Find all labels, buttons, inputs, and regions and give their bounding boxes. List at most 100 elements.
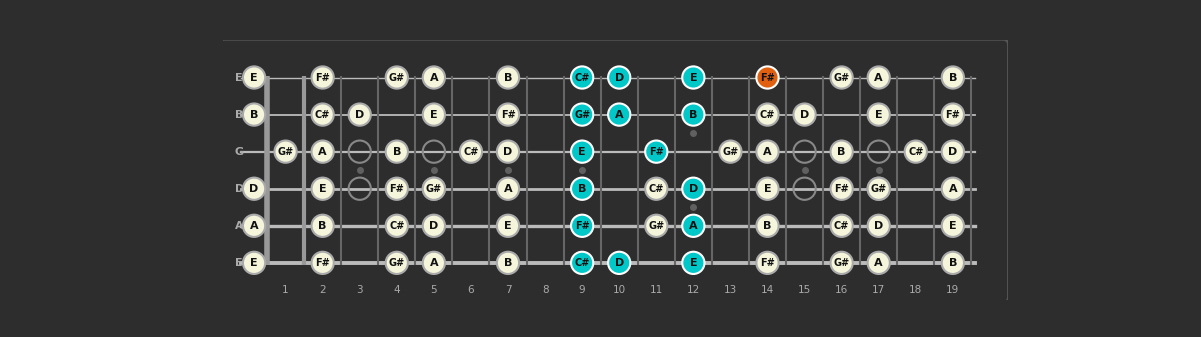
Text: 9: 9 bbox=[579, 284, 585, 295]
Text: 12: 12 bbox=[687, 284, 700, 295]
Circle shape bbox=[831, 252, 853, 274]
Circle shape bbox=[608, 66, 631, 89]
Circle shape bbox=[386, 178, 408, 200]
Circle shape bbox=[757, 66, 778, 89]
Text: G: G bbox=[234, 147, 244, 157]
Circle shape bbox=[243, 215, 265, 237]
Circle shape bbox=[682, 103, 705, 126]
Text: E: E bbox=[579, 147, 586, 157]
Circle shape bbox=[497, 215, 519, 237]
Circle shape bbox=[243, 66, 265, 89]
Circle shape bbox=[311, 178, 334, 200]
Text: F#: F# bbox=[760, 258, 775, 268]
Circle shape bbox=[423, 66, 446, 89]
Text: G#: G# bbox=[833, 258, 849, 268]
Circle shape bbox=[348, 103, 371, 126]
Circle shape bbox=[682, 215, 705, 237]
Text: C#: C# bbox=[574, 258, 590, 268]
Text: G#: G# bbox=[389, 258, 405, 268]
Text: E: E bbox=[318, 184, 327, 194]
Text: 17: 17 bbox=[872, 284, 885, 295]
Text: 19: 19 bbox=[946, 284, 960, 295]
Text: D: D bbox=[615, 72, 623, 83]
Text: B: B bbox=[504, 258, 512, 268]
Text: B: B bbox=[949, 72, 957, 83]
Text: C#: C# bbox=[833, 221, 849, 231]
Text: B: B bbox=[578, 184, 586, 194]
Text: 2: 2 bbox=[319, 284, 325, 295]
Circle shape bbox=[311, 103, 334, 126]
Circle shape bbox=[570, 141, 593, 163]
Text: D: D bbox=[615, 258, 623, 268]
Text: 4: 4 bbox=[394, 284, 400, 295]
Circle shape bbox=[831, 141, 853, 163]
Circle shape bbox=[794, 103, 815, 126]
Circle shape bbox=[386, 66, 408, 89]
Text: C#: C# bbox=[908, 147, 924, 157]
Circle shape bbox=[867, 178, 890, 200]
Circle shape bbox=[645, 215, 668, 237]
Circle shape bbox=[608, 252, 631, 274]
Circle shape bbox=[682, 252, 705, 274]
Circle shape bbox=[311, 66, 334, 89]
Circle shape bbox=[608, 103, 631, 126]
Text: D: D bbox=[355, 110, 364, 120]
Text: C#: C# bbox=[315, 110, 330, 120]
Text: B: B bbox=[235, 110, 244, 120]
Text: F#: F# bbox=[389, 184, 405, 194]
Text: B: B bbox=[689, 110, 698, 120]
Text: D: D bbox=[234, 184, 244, 194]
Circle shape bbox=[423, 252, 446, 274]
Text: F#: F# bbox=[649, 147, 664, 157]
Text: A: A bbox=[874, 72, 883, 83]
Circle shape bbox=[243, 178, 265, 200]
Text: E: E bbox=[250, 72, 258, 83]
Circle shape bbox=[645, 178, 668, 200]
Circle shape bbox=[570, 66, 593, 89]
Circle shape bbox=[867, 252, 890, 274]
Text: A: A bbox=[763, 147, 772, 157]
Circle shape bbox=[311, 215, 334, 237]
Circle shape bbox=[719, 141, 741, 163]
Text: 6: 6 bbox=[467, 284, 474, 295]
Text: F#: F# bbox=[945, 110, 961, 120]
Text: 5: 5 bbox=[430, 284, 437, 295]
Text: G#: G# bbox=[574, 110, 590, 120]
Text: A: A bbox=[503, 184, 513, 194]
Text: B: B bbox=[393, 147, 401, 157]
Text: G#: G# bbox=[833, 72, 849, 83]
Text: A: A bbox=[874, 258, 883, 268]
Text: A: A bbox=[430, 72, 438, 83]
Text: D: D bbox=[429, 221, 438, 231]
Text: F#: F# bbox=[316, 258, 330, 268]
Text: A: A bbox=[430, 258, 438, 268]
Text: G#: G# bbox=[722, 147, 739, 157]
Text: B: B bbox=[250, 110, 258, 120]
Text: F#: F# bbox=[501, 110, 515, 120]
Text: C#: C# bbox=[389, 221, 405, 231]
Circle shape bbox=[757, 103, 778, 126]
Circle shape bbox=[682, 178, 705, 200]
Circle shape bbox=[386, 252, 408, 274]
Circle shape bbox=[497, 141, 519, 163]
Text: E: E bbox=[430, 110, 437, 120]
Circle shape bbox=[497, 252, 519, 274]
Text: G#: G# bbox=[426, 184, 442, 194]
Circle shape bbox=[942, 141, 964, 163]
Circle shape bbox=[497, 178, 519, 200]
Text: C#: C# bbox=[760, 110, 775, 120]
Text: C#: C# bbox=[574, 72, 590, 83]
Text: A: A bbox=[615, 110, 623, 120]
Text: C#: C# bbox=[649, 184, 664, 194]
Text: 10: 10 bbox=[613, 284, 626, 295]
Circle shape bbox=[942, 215, 964, 237]
Circle shape bbox=[570, 252, 593, 274]
Circle shape bbox=[386, 141, 408, 163]
Text: G#: G# bbox=[649, 221, 664, 231]
Circle shape bbox=[831, 178, 853, 200]
Circle shape bbox=[423, 215, 446, 237]
Text: 7: 7 bbox=[504, 284, 512, 295]
Text: A: A bbox=[250, 221, 258, 231]
Circle shape bbox=[831, 66, 853, 89]
Circle shape bbox=[867, 103, 890, 126]
